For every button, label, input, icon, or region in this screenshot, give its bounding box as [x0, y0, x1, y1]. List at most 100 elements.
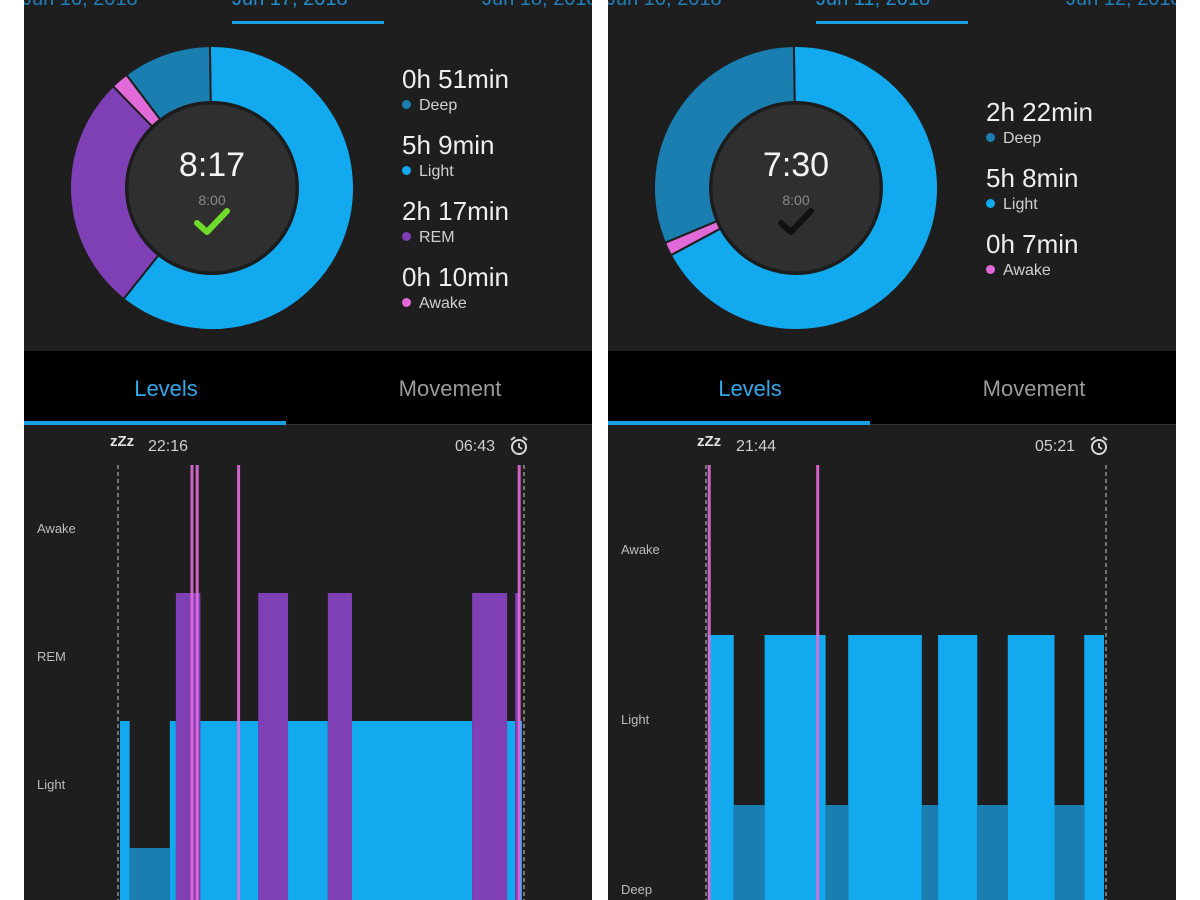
date-tabs: Jun 10, 2018 Jun 11, 2018 Jun 12, 2018 [608, 0, 1176, 28]
date-tab-prev[interactable]: Jun 10, 2018 [608, 0, 722, 11]
legend-rem-label: REM [419, 229, 455, 246]
legend-light-time: 5h 8min [986, 163, 1079, 193]
deep-dot-icon [986, 133, 995, 142]
tab-movement[interactable]: Movement [982, 376, 1086, 401]
awake-mark [195, 465, 199, 900]
sleep-level-bars [705, 465, 1107, 900]
awake-mark [707, 465, 711, 900]
sleep-donut: 7:30 8:00 [652, 44, 940, 332]
tab-indicator [608, 421, 870, 425]
level-bar-light [938, 635, 978, 900]
sleep-donut-ring [69, 45, 355, 331]
legend-awake-label: Awake [419, 295, 467, 312]
light-dot-icon [986, 199, 995, 208]
view-tabs: Levels Movement [24, 351, 592, 425]
level-bar-light [120, 721, 130, 900]
sleep-start-time: 21:44 [736, 438, 777, 455]
tab-movement[interactable]: Movement [398, 376, 502, 401]
level-bar-rem [258, 593, 289, 900]
level-bar-deep [1054, 805, 1085, 900]
level-label-light: Light [621, 712, 650, 727]
date-tab-prev[interactable]: Jun 16, 2018 [24, 0, 138, 11]
level-bar-light [351, 721, 473, 900]
level-bar-light [519, 721, 522, 900]
awake-dot-icon [402, 298, 411, 307]
sleep-start-time: 22:16 [148, 438, 189, 455]
legend-awake-time: 0h 7min [986, 229, 1079, 259]
tab-rule [608, 424, 1176, 425]
legend-deep-label: Deep [1003, 130, 1042, 147]
date-tab-next[interactable]: Jun 18, 2018 [482, 0, 592, 11]
total-sleep-time: 8:17 [178, 146, 246, 184]
level-bar-deep [825, 805, 849, 900]
alarm-clock-icon [1090, 436, 1108, 455]
level-label-light: Light [37, 777, 66, 792]
legend-deep: 2h 22min Deep [986, 97, 1093, 163]
level-bar-deep [921, 805, 939, 900]
legend-rem-time: 2h 17min [402, 196, 509, 226]
view-tabs: Levels Movement [608, 351, 1176, 425]
date-tab-next[interactable]: Jun 12, 2018 [1066, 0, 1176, 11]
goal-not-met-check-icon [778, 208, 814, 235]
level-bar-deep [129, 848, 170, 900]
legend-awake: 0h 7min Awake [986, 229, 1093, 295]
level-bar-deep [733, 805, 765, 900]
date-tab-current[interactable]: Jun 17, 2018 [232, 0, 348, 11]
sleep-panel-jun-11: Jun 10, 2018 Jun 11, 2018 Jun 12, 2018 7… [608, 0, 1176, 900]
sleep-goal: 8:00 [198, 192, 226, 208]
sleep-start-zzz-icon: zZz [110, 433, 135, 450]
date-tabs: Jun 16, 2018 Jun 17, 2018 Jun 18, 2018 [24, 0, 592, 28]
sleep-levels-chart: zZz 21:44 05:21 Awake Light Deep [608, 425, 1176, 900]
date-tab-current[interactable]: Jun 11, 2018 [816, 0, 930, 11]
legend-light: 5h 9min Light [402, 130, 509, 196]
level-bar-light [200, 721, 259, 900]
level-bar-light [507, 721, 516, 900]
donut-center [709, 101, 883, 275]
level-label-deep: Deep [621, 882, 653, 897]
awake-mark [190, 465, 194, 900]
total-sleep-time: 7:30 [762, 146, 830, 184]
legend-deep-time: 0h 51min [402, 64, 509, 94]
sleep-levels-chart: zZz 22:16 06:43 Awake REM Light [24, 425, 592, 900]
legend-awake-time: 0h 10min [402, 262, 509, 292]
level-bar-light [288, 721, 328, 900]
stage-legend: 2h 22min Deep 5h 8min Light 0h 7min Awak… [986, 97, 1093, 295]
tab-rule [24, 424, 592, 425]
awake-mark [517, 465, 521, 900]
sleep-end-time: 06:43 [455, 438, 496, 455]
legend-light-time: 5h 9min [402, 130, 495, 160]
sleep-donut-ring [653, 45, 939, 331]
rem-dot-icon [402, 232, 411, 241]
sleep-donut: 8:17 8:00 [68, 44, 356, 332]
level-bar-light [169, 721, 176, 900]
sleep-start-zzz-icon: zZz [697, 433, 722, 450]
tab-indicator [24, 421, 286, 425]
legend-light-label: Light [419, 163, 454, 180]
light-dot-icon [402, 166, 411, 175]
legend-awake: 0h 10min Awake [402, 262, 509, 328]
level-bar-rem [472, 593, 508, 900]
sleep-panel-jun-17: Jun 16, 2018 Jun 17, 2018 Jun 18, 2018 8… [24, 0, 592, 900]
legend-light: 5h 8min Light [986, 163, 1093, 229]
level-label-rem: REM [37, 649, 66, 664]
level-bar-light [708, 635, 734, 900]
awake-dot-icon [986, 265, 995, 274]
stage-legend: 0h 51min Deep 5h 9min Light 2h 17min REM… [402, 64, 509, 328]
legend-deep-time: 2h 22min [986, 97, 1093, 127]
level-bar-light [848, 635, 922, 900]
date-tab-indicator [816, 21, 968, 24]
legend-deep: 0h 51min Deep [402, 64, 509, 130]
level-label-awake: Awake [621, 542, 660, 557]
level-bar-rem [327, 593, 352, 900]
level-label-awake: Awake [37, 521, 76, 536]
sleep-goal: 8:00 [782, 192, 810, 208]
legend-light-label: Light [1003, 196, 1038, 213]
level-bar-light [1084, 635, 1104, 900]
tab-levels[interactable]: Levels [134, 376, 198, 401]
deep-dot-icon [402, 100, 411, 109]
level-bar-rem [515, 593, 520, 900]
tab-levels[interactable]: Levels [718, 376, 782, 401]
sleep-level-bars [117, 465, 525, 900]
awake-mark [237, 465, 241, 900]
level-bar-light [1007, 635, 1055, 900]
